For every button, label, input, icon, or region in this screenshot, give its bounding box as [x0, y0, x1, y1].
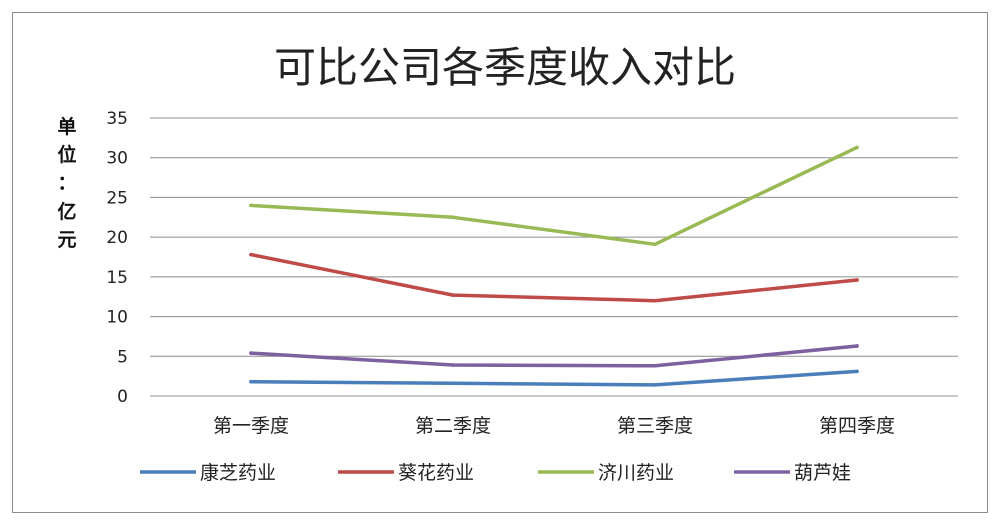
- data-point: [249, 379, 253, 384]
- x-axis-ticks: 第一季度 第二季度 第三季度 第四季度: [213, 415, 895, 437]
- series-line: [249, 145, 859, 247]
- data-point: [653, 298, 657, 303]
- data-point: [855, 344, 859, 348]
- data-point: [653, 364, 657, 368]
- y-tick-label: 0: [117, 387, 128, 407]
- data-point: [249, 252, 253, 257]
- y-axis-label-char: 元: [57, 229, 76, 251]
- data-point: [653, 383, 657, 387]
- data-point: [249, 203, 253, 208]
- chart-frame: [12, 12, 988, 513]
- data-point: [451, 381, 455, 386]
- x-tick-label: 第一季度: [213, 415, 289, 437]
- x-tick-label: 第二季度: [415, 415, 491, 437]
- data-point: [451, 215, 455, 220]
- data-point: [855, 369, 859, 374]
- legend-label: 葫芦娃: [794, 462, 851, 484]
- y-axis-ticks: 0 5 10 15 20 25 30 35: [106, 109, 128, 407]
- series-line: [249, 344, 859, 368]
- y-axis-label-char: 单: [57, 115, 76, 138]
- legend-label: 康芝药业: [200, 462, 276, 484]
- y-tick-label: 25: [106, 188, 128, 208]
- series-line: [249, 252, 859, 303]
- y-axis-label: 单位 ： 亿元: [57, 115, 76, 251]
- data-point: [451, 293, 455, 297]
- y-tick-label: 20: [106, 228, 128, 248]
- y-axis-label-char: 位: [57, 143, 76, 166]
- y-tick-label: 30: [106, 149, 128, 169]
- y-axis-label-char: ：: [57, 172, 76, 194]
- y-axis-label-char: 亿: [57, 200, 76, 223]
- legend-label: 葵花药业: [398, 462, 474, 484]
- series-line: [249, 369, 859, 387]
- data-point: [249, 351, 253, 355]
- y-tick-label: 5: [117, 347, 128, 367]
- y-tick-label: 35: [106, 109, 128, 129]
- data-point: [855, 145, 859, 150]
- y-tick-label: 10: [106, 308, 128, 328]
- legend-label: 济川药业: [598, 462, 674, 484]
- series-lines: [249, 145, 859, 387]
- y-tick-label: 15: [106, 268, 128, 288]
- x-tick-label: 第四季度: [819, 415, 895, 437]
- chart-title: 可比公司各季度收入对比: [274, 43, 736, 92]
- x-tick-label: 第三季度: [617, 415, 693, 437]
- legend: 康芝药业 葵花药业 济川药业 葫芦娃: [140, 462, 851, 484]
- data-point: [653, 242, 657, 247]
- data-point: [855, 278, 859, 282]
- data-point: [451, 363, 455, 367]
